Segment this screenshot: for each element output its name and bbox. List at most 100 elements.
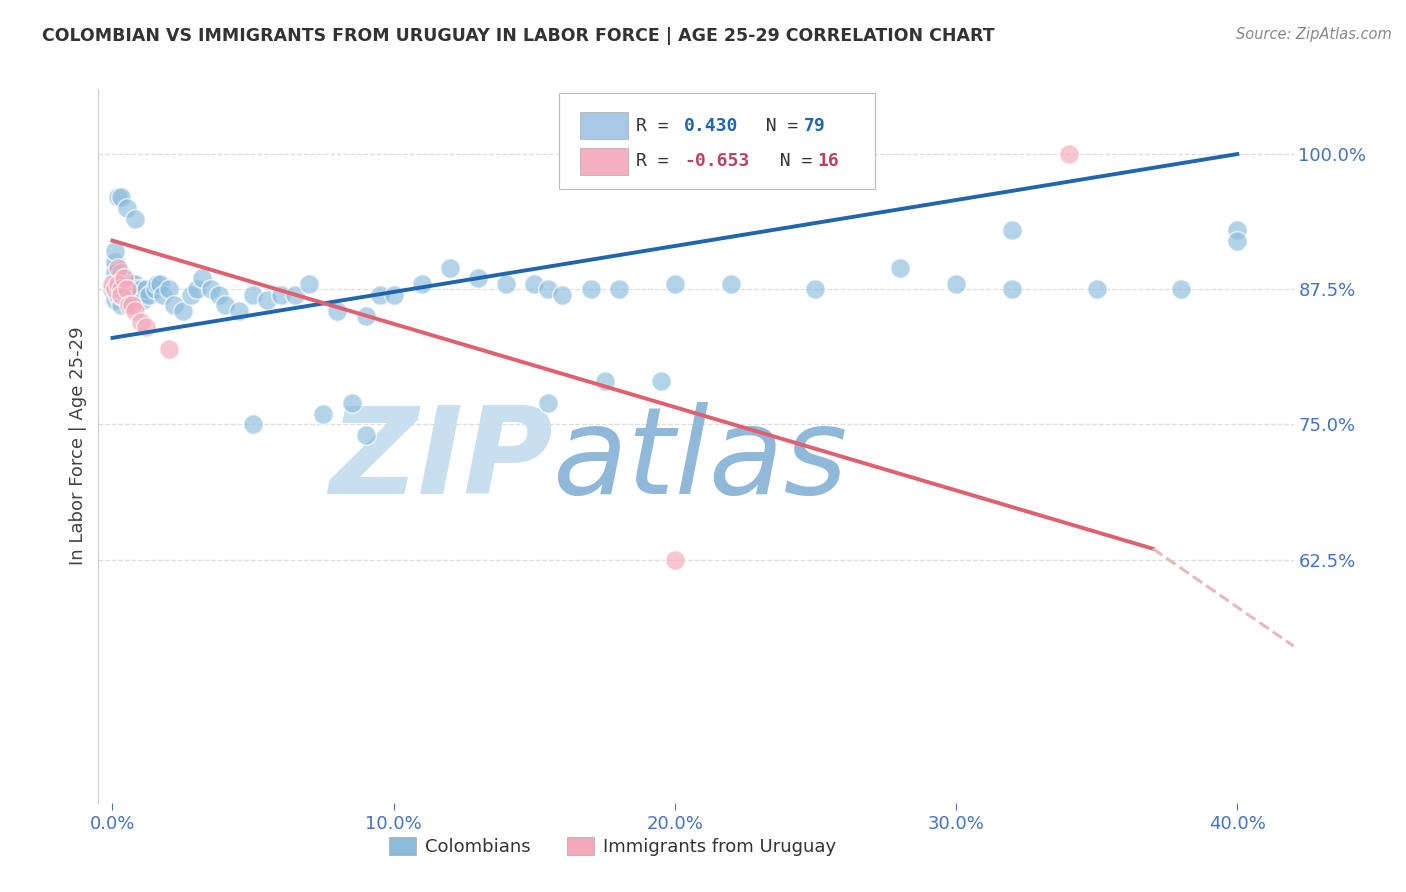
Point <box>1226 234 1249 248</box>
Point <box>104 266 127 280</box>
Point <box>1057 147 1080 161</box>
Point <box>104 255 127 269</box>
Text: COLOMBIAN VS IMMIGRANTS FROM URUGUAY IN LABOR FORCE | AGE 25-29 CORRELATION CHAR: COLOMBIAN VS IMMIGRANTS FROM URUGUAY IN … <box>42 27 995 45</box>
Point <box>1085 282 1108 296</box>
Point <box>200 282 222 296</box>
Point <box>118 287 141 301</box>
Point <box>121 277 143 291</box>
Point <box>382 287 405 301</box>
Text: atlas: atlas <box>553 401 848 519</box>
Point <box>228 303 250 318</box>
Point <box>664 552 686 566</box>
Point <box>107 282 129 296</box>
Text: 16: 16 <box>818 153 839 170</box>
Point <box>107 271 129 285</box>
Point <box>112 271 135 285</box>
Point <box>115 277 138 291</box>
Point <box>149 277 172 291</box>
Point <box>186 282 208 296</box>
Point <box>1170 282 1192 296</box>
Point <box>121 298 143 312</box>
Point <box>118 282 141 296</box>
Point <box>118 298 141 312</box>
Point <box>127 287 149 301</box>
Point <box>172 303 194 318</box>
Point <box>115 287 138 301</box>
Point <box>157 342 180 356</box>
Point <box>129 282 152 296</box>
Point <box>138 287 160 301</box>
Point <box>104 244 127 259</box>
Point <box>110 190 132 204</box>
Point <box>270 287 292 301</box>
Point <box>368 287 391 301</box>
Point <box>110 282 132 296</box>
Point <box>110 287 132 301</box>
Point <box>664 277 686 291</box>
Point <box>326 303 349 318</box>
Point <box>495 277 517 291</box>
Point <box>180 287 202 301</box>
Point <box>467 271 489 285</box>
Point <box>146 277 169 291</box>
Point <box>132 293 155 307</box>
Point <box>1001 223 1024 237</box>
FancyBboxPatch shape <box>558 93 875 189</box>
Point <box>163 298 186 312</box>
Y-axis label: In Labor Force | Age 25-29: In Labor Force | Age 25-29 <box>69 326 87 566</box>
Text: Source: ZipAtlas.com: Source: ZipAtlas.com <box>1236 27 1392 42</box>
Point <box>284 287 307 301</box>
Point <box>124 303 146 318</box>
Point <box>135 320 157 334</box>
Point <box>945 277 967 291</box>
Point <box>537 282 560 296</box>
Point <box>104 260 127 275</box>
Point <box>208 287 231 301</box>
Point <box>104 282 127 296</box>
Point <box>107 190 129 204</box>
Point <box>411 277 433 291</box>
Point <box>354 310 377 324</box>
Text: 79: 79 <box>804 117 825 135</box>
Text: 0.430: 0.430 <box>685 117 738 135</box>
Point <box>889 260 911 275</box>
Point <box>110 282 132 296</box>
FancyBboxPatch shape <box>581 112 628 139</box>
Text: R =: R = <box>637 117 679 135</box>
Point <box>110 266 132 280</box>
Text: R =: R = <box>637 153 679 170</box>
Point <box>101 282 124 296</box>
FancyBboxPatch shape <box>581 148 628 175</box>
Point <box>242 417 264 432</box>
Point <box>650 374 672 388</box>
Point <box>112 282 135 296</box>
Point <box>115 293 138 307</box>
Point <box>124 277 146 291</box>
Point <box>242 287 264 301</box>
Point <box>340 396 363 410</box>
Text: ZIP: ZIP <box>329 401 553 519</box>
Point <box>1001 282 1024 296</box>
Point <box>124 211 146 226</box>
Point <box>107 287 129 301</box>
Point <box>110 298 132 312</box>
Point <box>107 260 129 275</box>
Point <box>112 287 135 301</box>
Point <box>129 315 152 329</box>
Text: N =: N = <box>744 117 808 135</box>
Point <box>720 277 742 291</box>
Point <box>107 282 129 296</box>
Point <box>124 282 146 296</box>
Point <box>129 287 152 301</box>
Point <box>110 287 132 301</box>
Point <box>523 277 546 291</box>
Point <box>115 282 138 296</box>
Legend: Colombians, Immigrants from Uruguay: Colombians, Immigrants from Uruguay <box>380 828 845 865</box>
Point <box>579 282 602 296</box>
Point <box>312 407 335 421</box>
Point <box>143 282 166 296</box>
Point <box>256 293 278 307</box>
Point <box>115 201 138 215</box>
Point <box>121 282 143 296</box>
Point <box>104 293 127 307</box>
